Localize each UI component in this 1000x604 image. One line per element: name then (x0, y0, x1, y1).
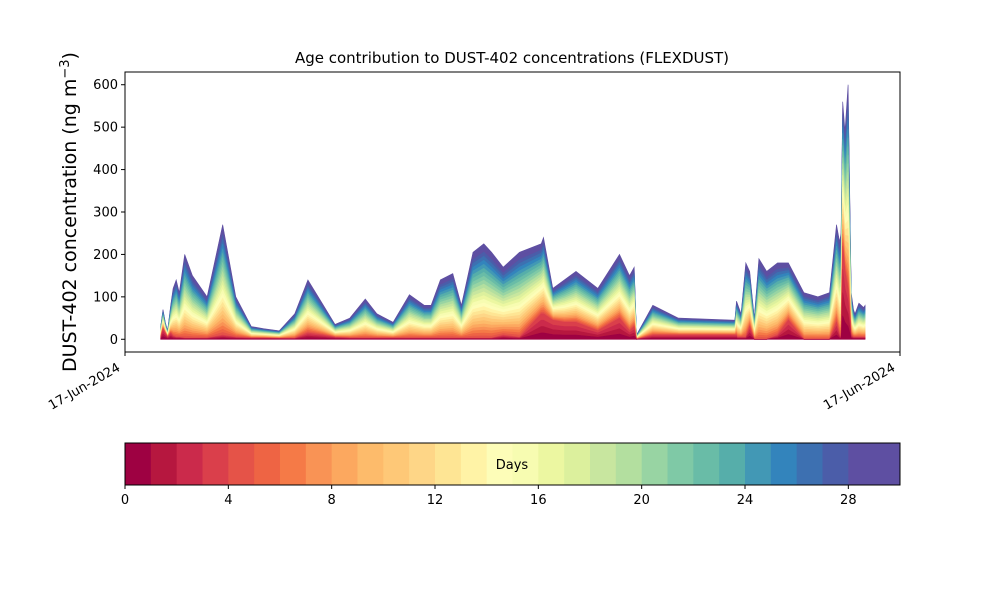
colorbar-swatch (383, 443, 410, 485)
y-tick-label: 300 (93, 206, 118, 221)
colorbar-swatch (693, 443, 720, 485)
colorbar-swatch (796, 443, 823, 485)
colorbar-tick-label: 12 (427, 493, 444, 508)
colorbar-tick-label: 8 (328, 493, 336, 508)
y-tick-label: 0 (110, 333, 118, 348)
colorbar-swatch (770, 443, 798, 485)
age-layer-0 (160, 315, 866, 340)
colorbar-swatch (280, 443, 307, 485)
y-tick-label: 600 (93, 78, 118, 93)
colorbar-tick-label: 20 (633, 493, 650, 508)
colorbar-swatch (822, 443, 849, 485)
y-tick-label: 100 (93, 290, 118, 305)
colorbar: 0 4 8 12 16 20 24 28 (121, 442, 901, 508)
colorbar-tick-label: 28 (840, 493, 857, 508)
colorbar-swatch (357, 443, 384, 485)
colorbar-swatch (512, 443, 539, 485)
colorbar-swatch (590, 443, 617, 485)
colorbar-swatch (176, 443, 203, 485)
colorbar-swatch (331, 443, 358, 485)
colorbar-swatch (228, 443, 255, 485)
colorbar-tick-label: 24 (737, 493, 754, 508)
colorbar-swatch (641, 443, 668, 485)
y-axis-label-superscript: −3 (58, 59, 73, 78)
colorbar-swatch (615, 443, 643, 485)
colorbar-swatch (254, 443, 281, 485)
y-tick-label: 500 (93, 121, 118, 136)
colorbar-label: Days (496, 458, 529, 473)
colorbar-swatch (202, 443, 229, 485)
y-tick-label: 200 (93, 248, 118, 263)
colorbar-swatch (125, 443, 152, 485)
colorbar-swatch (719, 443, 746, 485)
y-axis: 0 100 200 300 400 500 600 (93, 78, 125, 348)
stacked-area-layers (160, 84, 866, 340)
colorbar-tick-label: 4 (224, 493, 232, 508)
colorbar-swatch (874, 443, 901, 485)
x-tick-label: 17-Jun-2024 (46, 360, 123, 413)
colorbar-swatch (667, 443, 694, 485)
colorbar-tick-label: 16 (530, 493, 547, 508)
colorbar-swatch (486, 443, 513, 485)
colorbar-tick-label: 0 (121, 493, 129, 508)
colorbar-swatch (745, 443, 772, 485)
colorbar-swatch (848, 443, 875, 485)
colorbar-swatch (150, 443, 178, 485)
colorbar-swatch (305, 443, 333, 485)
colorbar-swatch (460, 443, 488, 485)
colorbar-swatch (564, 443, 591, 485)
y-axis-label: DUST-402 concentration (ng m−3) (58, 52, 81, 372)
colorbar-frame (124, 442, 901, 486)
colorbar-swatch (435, 443, 462, 485)
y-axis-label-end: ) (59, 52, 81, 59)
x-tick-label: 17-Jun-2024 (821, 360, 898, 413)
chart-title: Age contribution to DUST-402 concentrati… (295, 49, 729, 67)
colorbar-swatch (538, 443, 565, 485)
x-axis: 17-Jun-2024 17-Jun-2024 (46, 352, 901, 413)
y-tick-label: 400 (93, 163, 118, 178)
plot-frame (124, 71, 901, 353)
y-axis-label-main: DUST-402 concentration (ng m (59, 79, 81, 372)
colorbar-swatch (409, 443, 436, 485)
